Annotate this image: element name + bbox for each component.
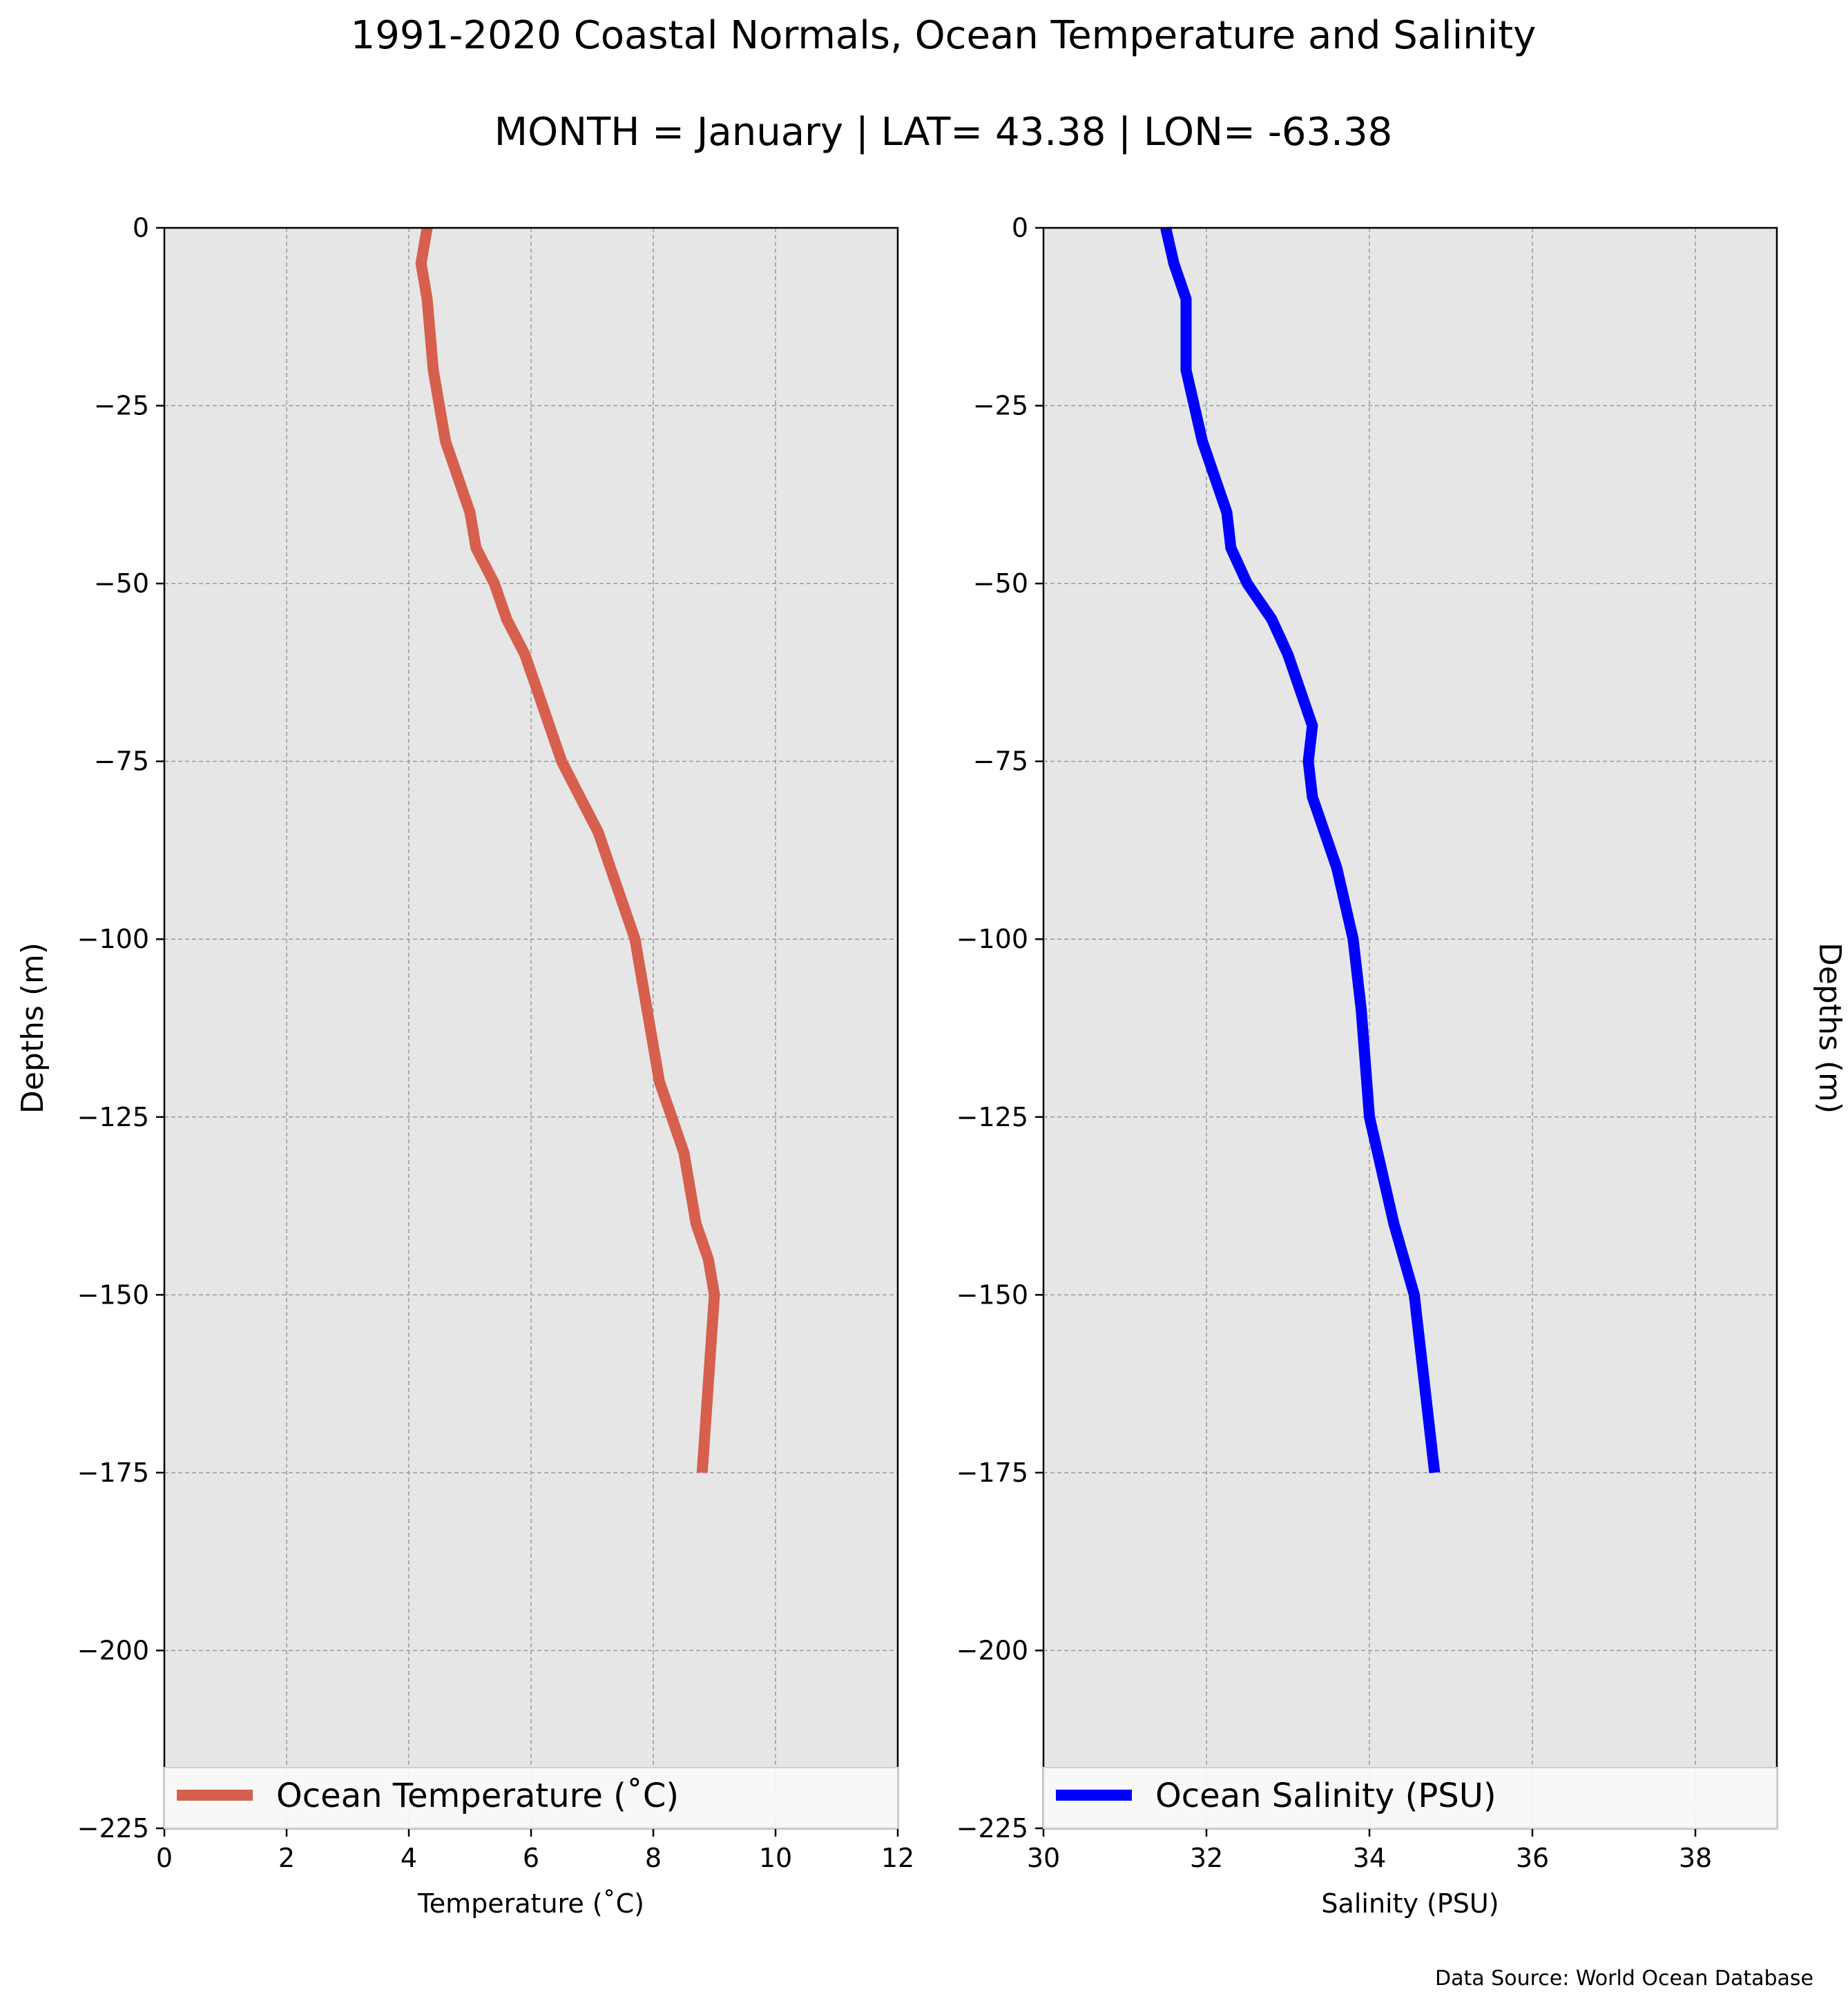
salinity-plot-area: [1043, 228, 1777, 1828]
temperature-y-tick-label: −75: [94, 746, 149, 777]
salinity-grid: [1043, 227, 1777, 1829]
salinity-lines: [1160, 226, 1441, 1473]
salinity-x-tick-label: 30: [1027, 1843, 1060, 1873]
temperature-lines: [415, 226, 720, 1473]
figure-subtitle: MONTH = January | LAT= 43.38 | LON= -63.…: [494, 110, 1392, 155]
salinity-y-tick-label: −200: [956, 1635, 1028, 1665]
salinity-x-tick-label: 38: [1679, 1843, 1712, 1873]
salinity-y-tick-label: 0: [1012, 213, 1028, 243]
salinity-legend-label: Ocean Salinity (PSU): [1155, 1777, 1496, 1815]
temperature-x-tick-label: 6: [523, 1843, 539, 1873]
temperature-legend-label: Ocean Temperature (˚C): [276, 1777, 679, 1815]
salinity-y-tick-label: −225: [956, 1813, 1028, 1844]
salinity-ticks: 30 32 34 36 38 0 −25 −50 −75 −100 −125 −150 −175 −200…: [956, 213, 1713, 1873]
salinity-y-tick-label: −75: [973, 746, 1028, 777]
temperature-legend: Ocean Temperature (˚C): [164, 1767, 898, 1829]
salinity-y-tick-label: −25: [973, 391, 1028, 421]
salinity-y-tick-label: −175: [956, 1458, 1028, 1488]
temperature-y-tick-label: −150: [77, 1279, 149, 1310]
temperature-series-line: [415, 226, 720, 1473]
salinity-panel: 30 32 34 36 38 0 −25 −50 −75 −100 −125 −150 −175 −200…: [956, 213, 1847, 1919]
temperature-y-tick-label: −100: [77, 924, 149, 954]
temperature-x-tick-label: 0: [156, 1843, 173, 1873]
temperature-x-tick-label: 4: [401, 1843, 417, 1873]
salinity-legend-box: [1043, 1767, 1778, 1829]
temperature-y-tick-label: −25: [94, 391, 149, 421]
salinity-x-tick-label: 36: [1516, 1843, 1549, 1873]
salinity-legend: Ocean Salinity (PSU): [1043, 1767, 1778, 1829]
salinity-x-tick-label: 32: [1190, 1843, 1223, 1873]
salinity-series-line: [1160, 226, 1441, 1473]
temperature-y-tick-label: 0: [133, 213, 149, 243]
temperature-y-tick-label: −125: [77, 1102, 149, 1132]
salinity-y-tick-label: −150: [956, 1279, 1028, 1310]
temperature-y-tick-label: −50: [94, 568, 149, 599]
temperature-ticks: 0 2 4 6 8 10 12 0 −25 −50 −75 −100 −125 −150 −175 −200 −…: [77, 213, 915, 1873]
salinity-y-tick-label: −100: [956, 924, 1028, 954]
salinity-x-tick-label: 34: [1353, 1843, 1386, 1873]
salinity-y-axis-label: Depths (m): [1812, 942, 1847, 1114]
temperature-x-tick-label: 10: [759, 1843, 792, 1873]
temperature-y-axis-label: Depths (m): [15, 942, 50, 1114]
salinity-y-tick-label: −50: [973, 568, 1028, 599]
temperature-x-tick-label: 8: [645, 1843, 662, 1873]
temperature-x-axis-label: Temperature (˚C): [417, 1888, 644, 1919]
salinity-x-axis-label: Salinity (PSU): [1321, 1888, 1499, 1919]
temperature-y-tick-label: −225: [77, 1813, 149, 1844]
temperature-legend-box: [164, 1767, 898, 1829]
salinity-y-tick-label: −125: [956, 1102, 1028, 1132]
temperature-panel: 0 2 4 6 8 10 12 0 −25 −50 −75 −100 −125 −150 −175 −200 −…: [15, 213, 914, 1919]
temperature-y-tick-label: −200: [77, 1635, 149, 1665]
data-source-note: Data Source: World Ocean Database: [1435, 1966, 1813, 1991]
temperature-x-tick-label: 12: [881, 1843, 914, 1873]
temperature-x-tick-label: 2: [278, 1843, 295, 1873]
temperature-y-tick-label: −175: [77, 1458, 149, 1488]
figure-title: 1991-2020 Coastal Normals, Ocean Tempera…: [351, 13, 1537, 58]
